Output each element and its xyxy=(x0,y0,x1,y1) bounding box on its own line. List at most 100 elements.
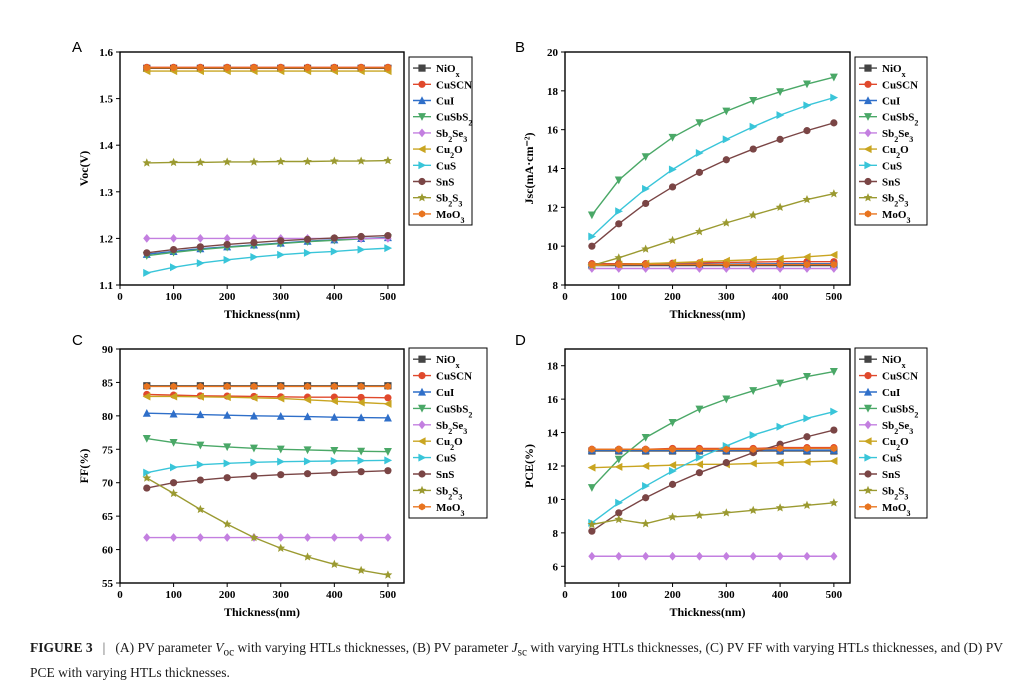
label-part: S xyxy=(452,193,458,205)
x-axis-title: Thickness(nm) xyxy=(224,605,300,619)
marker xyxy=(614,462,623,471)
marker xyxy=(250,458,259,467)
marker xyxy=(695,168,704,176)
label-part: 3 xyxy=(906,215,910,224)
series-sb2s3 xyxy=(142,155,393,167)
x-tick-label: 300 xyxy=(718,589,735,601)
marker xyxy=(829,73,838,82)
label-part: CuI xyxy=(436,387,454,399)
series-cus xyxy=(143,244,393,277)
y-tick-label: 1.5 xyxy=(99,94,113,106)
series-sns xyxy=(588,119,838,250)
x-tick-label: 300 xyxy=(718,291,735,303)
series-line xyxy=(146,459,388,474)
legend-label: CuSbS2 xyxy=(882,112,918,128)
label-part: CuSCN xyxy=(882,371,918,383)
marker xyxy=(722,156,730,164)
marker xyxy=(356,565,366,575)
marker xyxy=(276,411,285,420)
marker xyxy=(803,433,811,441)
chart-panel-b: B 0 100 200 300 400 500 8 10 12 14 16 18 20 Thickness(… xyxy=(515,39,928,321)
label-part: 2 xyxy=(894,199,898,208)
marker xyxy=(196,157,205,167)
marker xyxy=(143,268,151,277)
legend-label: Cu2O xyxy=(436,436,463,452)
legend-item-sns: SnS xyxy=(859,177,900,189)
marker xyxy=(196,504,205,514)
series-line xyxy=(591,460,834,469)
label-part: 3 xyxy=(460,508,464,517)
marker xyxy=(803,101,812,110)
label-part: 2 xyxy=(448,199,452,208)
marker xyxy=(418,80,426,88)
marker xyxy=(197,64,204,72)
label-part: S xyxy=(898,193,904,205)
label-part: Sb xyxy=(882,193,894,205)
marker xyxy=(776,379,785,388)
marker xyxy=(417,485,427,495)
legend-label: Sb2Se3 xyxy=(436,420,467,436)
marker xyxy=(357,447,366,456)
marker xyxy=(803,551,811,561)
marker xyxy=(418,177,426,186)
legend-label: Sb2S3 xyxy=(436,485,462,501)
legend-item-sb2s3: Sb2S3 xyxy=(413,485,462,501)
series-line xyxy=(146,159,388,164)
marker xyxy=(383,413,392,422)
label-part: x xyxy=(456,361,460,370)
x-tick-label: 400 xyxy=(772,589,789,601)
marker xyxy=(863,193,873,202)
marker xyxy=(830,93,839,102)
legend-label: Cu2O xyxy=(436,144,463,160)
marker xyxy=(143,382,150,391)
marker xyxy=(277,382,284,391)
legend-label: CuI xyxy=(882,387,900,399)
label-part: Cu xyxy=(882,436,896,448)
marker xyxy=(829,456,838,465)
marker xyxy=(829,498,839,507)
y-tick-label: 1.4 xyxy=(99,140,113,152)
legend-label: CuSCN xyxy=(436,79,472,91)
marker xyxy=(249,393,258,402)
marker xyxy=(864,470,872,478)
marker xyxy=(863,485,873,495)
marker xyxy=(303,395,312,404)
y-tick-label: 10 xyxy=(547,494,559,506)
marker xyxy=(418,355,426,363)
marker xyxy=(142,392,151,401)
marker xyxy=(587,519,597,529)
chart-panel-a: A 0 100 200 300 400 500 1.1 1.2 1.3 1.4 1.5 1.6 Thick… xyxy=(72,39,473,321)
legend-label: CuS xyxy=(436,453,456,465)
marker xyxy=(357,245,366,254)
marker xyxy=(418,372,426,380)
marker xyxy=(170,64,177,72)
marker xyxy=(143,533,151,542)
y-tick-label: 1.2 xyxy=(99,233,113,245)
label-part: 3 xyxy=(904,199,908,208)
label-part: CuSCN xyxy=(882,79,918,91)
marker xyxy=(329,559,339,568)
marker xyxy=(330,234,338,242)
marker xyxy=(588,242,596,250)
legend-item-cuscn: CuSCN xyxy=(859,371,918,383)
x-tick-label: 100 xyxy=(611,291,628,303)
legend-label: Cu2O xyxy=(882,144,909,160)
marker xyxy=(143,249,151,257)
marker xyxy=(669,261,676,269)
marker xyxy=(384,64,392,72)
series-line xyxy=(591,122,835,247)
marker xyxy=(668,480,677,488)
marker xyxy=(864,387,872,396)
marker xyxy=(222,157,232,166)
marker xyxy=(197,382,204,391)
marker xyxy=(721,218,731,227)
marker xyxy=(418,420,426,430)
x-tick-label: 400 xyxy=(326,291,343,303)
marker xyxy=(250,253,259,262)
marker xyxy=(276,543,286,552)
label-part: CuS xyxy=(882,160,902,172)
marker xyxy=(169,263,178,272)
marker xyxy=(830,119,838,127)
x-tick-label: 500 xyxy=(380,589,397,601)
marker xyxy=(802,372,811,381)
